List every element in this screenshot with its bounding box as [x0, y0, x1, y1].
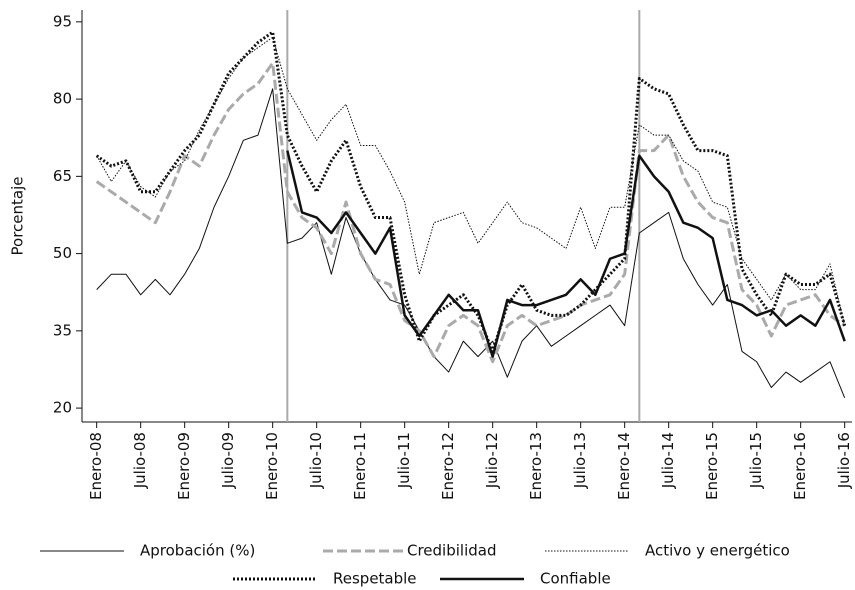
x-tick-label: Julio-11 — [395, 432, 413, 489]
series-line — [95, 61, 846, 364]
x-tick-label: Enero-11 — [351, 432, 369, 500]
y-tick-label: 50 — [53, 244, 72, 262]
x-tick-label: Enero-16 — [791, 432, 809, 500]
y-tick-label: 95 — [53, 12, 72, 30]
x-tick-label: Enero-13 — [527, 432, 545, 500]
x-tick-label: Julio-16 — [835, 432, 853, 489]
legend-label: Credibilidad — [407, 542, 497, 560]
series-line — [96, 88, 846, 398]
legend-label: Activo y energético — [645, 542, 790, 560]
x-tick-label: Julio-13 — [571, 432, 589, 489]
legend-label: Respetable — [333, 570, 417, 588]
series-line — [286, 150, 846, 358]
x-tick-label: Enero-15 — [703, 432, 721, 500]
x-tick-label: Enero-08 — [87, 432, 105, 500]
x-tick-label: Julio-15 — [747, 432, 765, 489]
x-tick-label: Julio-14 — [659, 432, 677, 489]
y-tick-label: 65 — [53, 167, 72, 185]
x-tick-label: Julio-10 — [307, 432, 325, 489]
y-tick-label: 20 — [53, 399, 72, 417]
x-tick-label: Julio-08 — [131, 432, 149, 489]
x-tick-label: Julio-09 — [219, 432, 237, 489]
legend-label: Confiable — [540, 570, 611, 588]
y-tick-label: 80 — [53, 90, 72, 108]
x-tick-label: Enero-12 — [439, 432, 457, 500]
series-line — [96, 36, 846, 326]
series-line — [95, 30, 847, 353]
x-tick-label: Enero-10 — [263, 432, 281, 500]
x-tick-label: Enero-14 — [615, 432, 633, 500]
legend-label: Aprobación (%) — [140, 542, 255, 560]
y-tick-label: 35 — [53, 321, 72, 339]
x-tick-label: Julio-12 — [483, 432, 501, 489]
x-tick-label: Enero-09 — [175, 432, 193, 500]
y-axis-label: Porcentaje — [9, 177, 27, 256]
